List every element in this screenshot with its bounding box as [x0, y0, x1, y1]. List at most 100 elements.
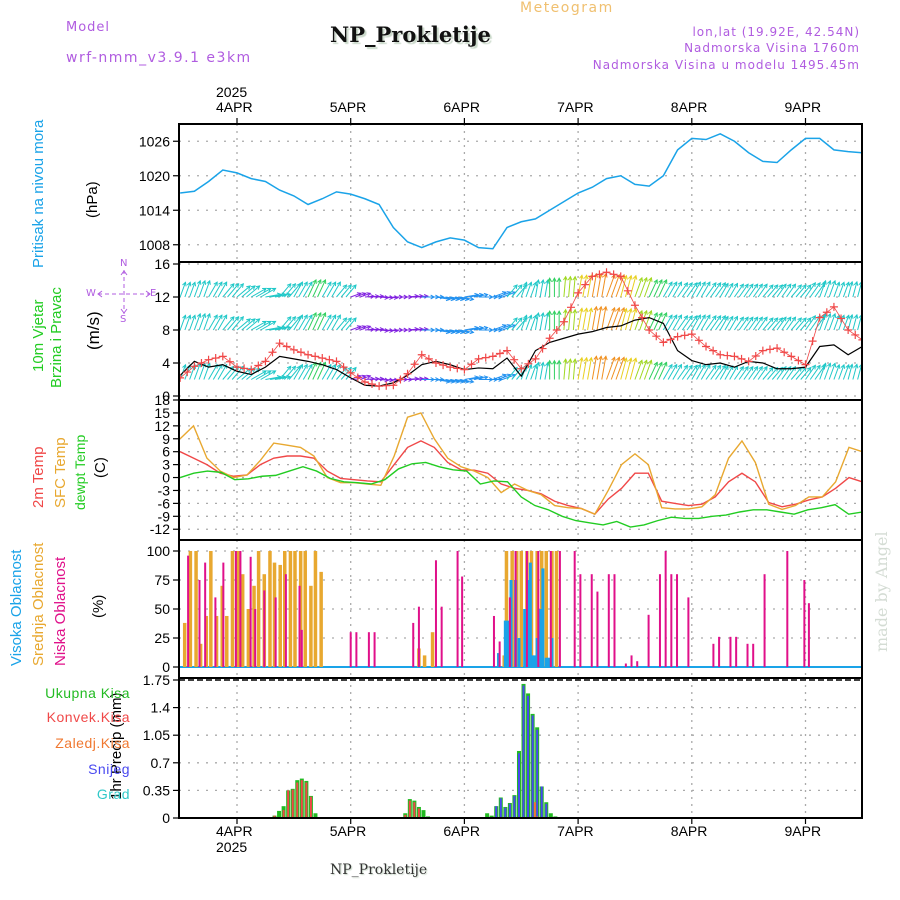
cloud-bar-mid	[309, 585, 313, 667]
cloud-bar-low	[198, 580, 201, 667]
cloud-bar-low	[537, 551, 540, 667]
wind-arrow-head	[556, 277, 562, 282]
wind-arrow	[198, 363, 206, 380]
wind-arrow	[615, 357, 625, 380]
wind-gust-marker	[609, 270, 618, 279]
wind-arrow	[212, 364, 223, 380]
wind-arrow-head	[535, 361, 541, 367]
cloud-bar-high	[533, 655, 537, 667]
wind-arrow	[757, 366, 768, 380]
wind-arrow-head	[352, 284, 357, 290]
precip-bar-conv	[273, 815, 276, 818]
precip-bar-conv	[287, 790, 290, 818]
wind-arrow-head	[822, 312, 827, 318]
wind-arrow	[639, 360, 648, 380]
wind-arrow	[691, 364, 701, 380]
cloud-bar-mid	[225, 615, 229, 667]
wind-arrow	[236, 318, 251, 331]
wind-arrow	[710, 282, 722, 298]
wind-arrow-head	[527, 314, 533, 320]
wind-arrow	[606, 274, 616, 298]
wind-arrow	[193, 313, 201, 331]
wind-gust-marker	[488, 352, 497, 361]
wind-arrow-head	[545, 312, 550, 318]
wind-arrow	[705, 315, 717, 331]
cloud-bar-low	[239, 551, 242, 667]
precip-bar-conv	[408, 800, 411, 818]
wind-arrow-head	[331, 314, 337, 320]
cloud-ytick-label: 50	[154, 601, 170, 617]
compass-east: E	[150, 288, 157, 299]
wind-arrow-head	[724, 315, 729, 321]
wind-arrow	[255, 320, 272, 331]
cloud-bar-low	[214, 597, 217, 667]
wind-arrow-head	[191, 281, 197, 287]
precip-bar-freezing	[533, 802, 536, 818]
cloud-bar-high	[523, 609, 527, 667]
wind-arrow-head	[201, 312, 207, 318]
wind-arrow-head	[308, 281, 313, 287]
precipitation-ytick-label: 0.35	[143, 782, 170, 798]
wind-arrow-head	[786, 283, 792, 289]
wind-arrow	[729, 365, 738, 380]
wind-arrow	[260, 320, 276, 331]
wind-gust-marker	[389, 381, 398, 390]
wind-arrow-head	[186, 281, 192, 287]
wind-arrow-head	[298, 314, 303, 320]
cloud-bar-high	[528, 562, 532, 667]
wind-arrow	[459, 329, 474, 333]
wind-arrow-head	[266, 320, 272, 326]
wind-gust-marker	[460, 365, 469, 374]
wind-arrow	[321, 314, 332, 331]
wind-arrow	[193, 363, 201, 380]
wind-arrow-head	[593, 355, 599, 361]
wind-arrow-head	[291, 365, 297, 371]
precip-bar-total	[489, 815, 494, 818]
wind-gust-marker	[716, 350, 725, 359]
wind-arrow	[469, 294, 484, 298]
cloud-bar-mid	[198, 643, 203, 667]
wind-arrow-head	[749, 365, 754, 371]
cloud-bar-low	[636, 661, 639, 667]
wind-ytick-label: 4	[162, 355, 170, 371]
cloud-bar-low	[349, 632, 352, 667]
wind-arrow-head	[831, 362, 837, 368]
cloud-bar-low	[687, 597, 690, 667]
wind-gust-marker	[822, 308, 831, 317]
wind-gust-marker	[666, 335, 675, 344]
wind-arrow-head	[758, 316, 763, 322]
wind-arrow	[809, 315, 821, 331]
cloud-bar-low	[461, 576, 464, 667]
wind-gust-marker	[453, 364, 462, 373]
wind-arrow-head	[206, 279, 211, 285]
wind-arrow	[279, 366, 292, 380]
wind-arrow-head	[303, 281, 308, 287]
cloud-bar-high	[541, 568, 545, 667]
cloud-bar-mid	[278, 564, 282, 667]
wind-arrow-head	[298, 363, 303, 369]
cloud-bar-low	[549, 551, 552, 667]
wind-arrow	[705, 365, 717, 380]
wind-arrow-head	[706, 281, 711, 287]
wind-arrow-head	[469, 329, 475, 335]
wind-arrow	[544, 279, 549, 298]
wind-arrow	[842, 315, 850, 331]
precipitation-frame	[178, 677, 863, 819]
cloud-bar-low	[630, 655, 633, 667]
wind-arrow	[506, 317, 518, 331]
wind-arrow	[539, 312, 544, 331]
wind-arrow	[302, 364, 313, 380]
bottom-axis-tick-4apr: 4APR	[216, 823, 253, 839]
cloud-bar-low	[492, 615, 495, 667]
wind-arrow-head	[331, 363, 337, 369]
wind-arrow	[184, 282, 191, 298]
cloud-bar-mid	[504, 551, 509, 667]
wind-gust-marker	[332, 357, 341, 366]
wind-arrow-head	[517, 284, 523, 290]
wind-arrow-head	[347, 284, 352, 290]
wind-gust-marker	[623, 286, 632, 295]
wind-gust-marker	[204, 355, 213, 364]
wind-arrow-head	[540, 312, 545, 318]
wind-arrow	[624, 275, 632, 298]
wind-arrow	[302, 281, 313, 298]
